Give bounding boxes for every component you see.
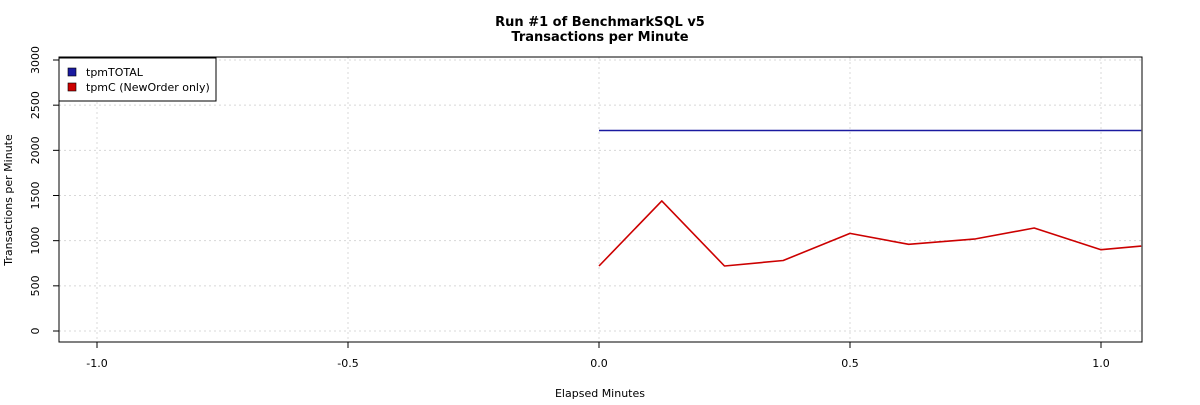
x-tick-label: 1.0	[1092, 357, 1110, 370]
legend-swatch-tpmtotal	[67, 67, 77, 77]
x-tick-label: 0.5	[841, 357, 859, 370]
series-line-tpmc	[598, 200, 1142, 267]
grid	[59, 57, 1142, 342]
y-axis-label: Transactions per Minute	[2, 134, 15, 267]
x-axis-label: Elapsed Minutes	[555, 387, 645, 400]
y-tick-label: 1500	[29, 182, 42, 210]
y-tick-label: 2000	[29, 136, 42, 164]
y-tick-label: 0	[29, 328, 42, 335]
y-tick-label: 500	[29, 275, 42, 296]
y-tick-label: 1000	[29, 227, 42, 255]
x-tick-label: 0.0	[590, 357, 608, 370]
plot-frame	[58, 56, 1143, 343]
series-layer	[598, 129, 1142, 267]
x-tick-label: -0.5	[337, 357, 358, 370]
x-tick-label: -1.0	[86, 357, 107, 370]
x-axis: -1.0 -0.5 0.0 0.5 1.0	[86, 342, 1110, 370]
y-tick-label: 3000	[29, 46, 42, 74]
chart-title-line-2: Transactions per Minute	[511, 30, 688, 45]
chart-title-line-1: Run #1 of BenchmarkSQL v5	[495, 15, 705, 30]
legend-label-tpmtotal: tpmTOTAL	[86, 66, 144, 79]
legend-swatch-tpmc	[67, 82, 77, 92]
y-axis: 0 500 1000 1500 2000 2500 3000	[29, 46, 59, 335]
legend-box	[58, 57, 217, 102]
legend-label-tpmc: tpmC (NewOrder only)	[86, 81, 210, 94]
y-tick-label: 2500	[29, 91, 42, 119]
legend: tpmTOTAL tpmC (NewOrder only)	[58, 57, 217, 102]
